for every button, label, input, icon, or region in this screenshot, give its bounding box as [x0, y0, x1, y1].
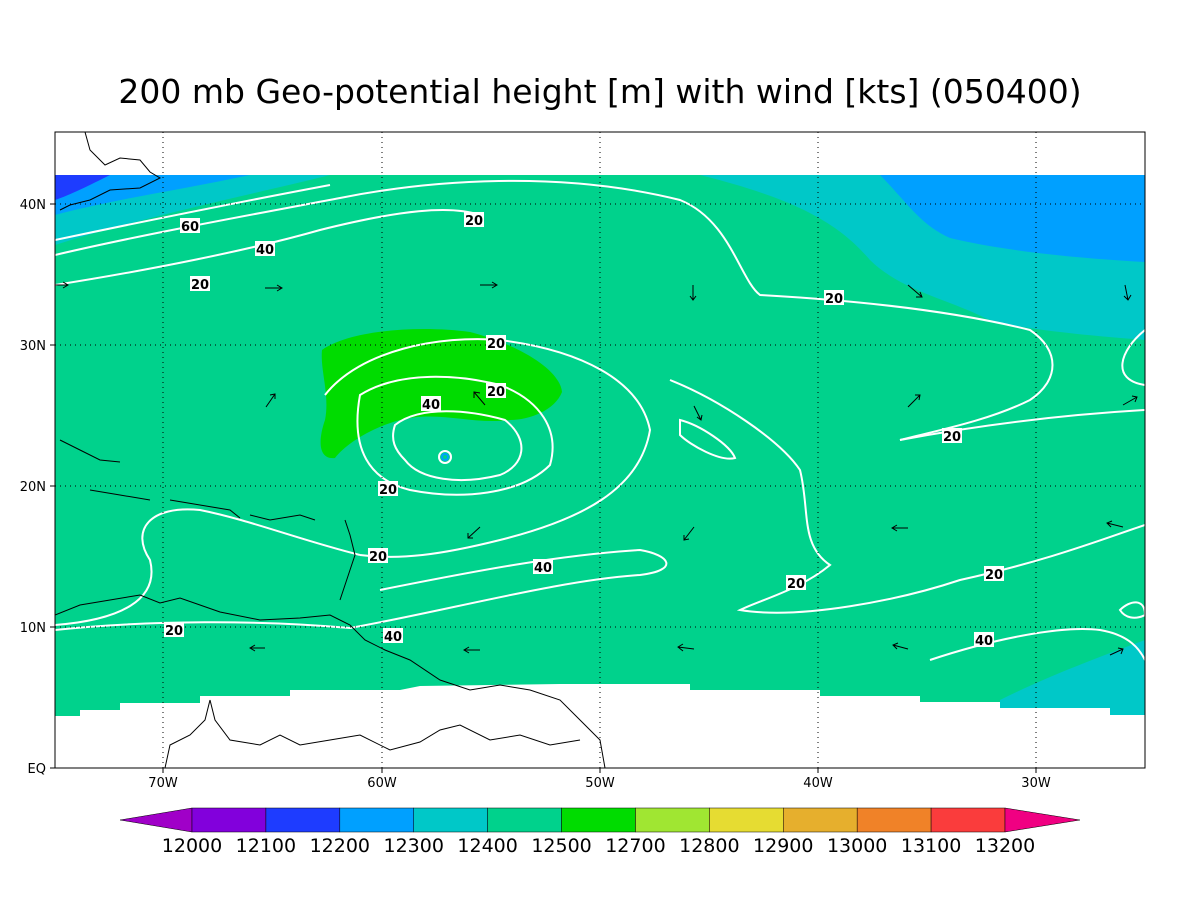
contour-label-box: [368, 548, 388, 563]
x-tick-label: 60W: [367, 776, 397, 791]
contour-label-box: [486, 383, 506, 398]
colorbar-segment: [413, 807, 488, 833]
contour-label: 40: [384, 630, 402, 645]
height-fill: [320, 329, 562, 459]
colorbar-label: 12300: [384, 835, 444, 857]
colorbar-segment: [783, 807, 858, 833]
contour-label-box: [190, 276, 210, 291]
contour-label: 20: [165, 624, 183, 639]
x-tick-label: 50W: [585, 776, 615, 791]
wind-arrows: [55, 281, 1138, 656]
colorbar-segment: [1004, 807, 1081, 833]
y-tick-label: 10N: [20, 621, 46, 636]
contour-label: 20: [487, 385, 505, 400]
colorbar-label: 12400: [457, 835, 517, 857]
colorbar-segment: [119, 807, 193, 833]
x-tick-label: 40W: [803, 776, 833, 791]
y-tick-label: 30N: [20, 339, 46, 354]
map-area: 60 40 20 20 20 20 20 40 20 20 20 40 20 20 20 40 40: [55, 132, 1145, 768]
contour-label: 20: [191, 278, 209, 293]
contour-label-box: [984, 566, 1004, 581]
height-fill: [55, 175, 1145, 716]
contour-label-box: [255, 241, 275, 256]
contour-label-box: [378, 481, 398, 496]
contour-label: 20: [787, 577, 805, 592]
colorbar-segment: [487, 807, 562, 833]
grid: [55, 132, 1145, 768]
contour-label: 20: [985, 568, 1003, 583]
x-tick-label: 70W: [148, 776, 178, 791]
contour-label: 20: [943, 430, 961, 445]
contour-label: 40: [975, 634, 993, 649]
contour-label-box: [824, 290, 844, 305]
colorbar-segment: [339, 807, 414, 833]
contour-label-box: [974, 632, 994, 647]
colorbar-segment: [709, 807, 784, 833]
colorbar-segment: [930, 807, 1006, 833]
contours: [55, 179, 1145, 661]
contour-label-box: [786, 575, 806, 590]
contour-label-box: [486, 335, 506, 350]
x-tick-label: 30W: [1021, 776, 1051, 791]
axes: 70W 60W 50W 40W 30W 40N 30N 20N 10N EQ: [20, 198, 1051, 791]
contour-label-box: [533, 559, 553, 574]
colorbar-segment: [561, 807, 636, 833]
contour-label: 20: [379, 483, 397, 498]
contour-label: 40: [422, 398, 440, 413]
contour-label-box: [421, 396, 441, 411]
contour-label: 20: [487, 337, 505, 352]
y-tick-label: EQ: [28, 762, 46, 777]
contour-label: 40: [256, 243, 274, 258]
colorbar-label: 12900: [753, 835, 813, 857]
contour-label: 60: [181, 220, 199, 235]
contour-label: 20: [465, 214, 483, 229]
contour-label-box: [164, 622, 184, 637]
colorbar-label: 12800: [679, 835, 739, 857]
colorbar-label: 13100: [901, 835, 961, 857]
contour-label-box: [383, 628, 403, 643]
colorbar-label: 12500: [531, 835, 591, 857]
contour-label-box: [942, 428, 962, 443]
y-tick-label: 40N: [20, 198, 46, 213]
colorbar-label: 12000: [162, 835, 222, 857]
y-tick-label: 20N: [20, 480, 46, 495]
colorbar-segment: [635, 807, 710, 833]
colorbar-label: 12700: [605, 835, 665, 857]
colorbar-segment: [856, 807, 932, 833]
title: 200 mb Geo-potential height [m] with win…: [118, 72, 1081, 111]
height-fill: [55, 175, 110, 200]
colorbar-segment: [265, 807, 341, 833]
colorbar-label: 13000: [827, 835, 887, 857]
colorbar-segment: [191, 807, 267, 833]
height-fill: [55, 175, 250, 215]
colorbar-label: 12200: [310, 835, 370, 857]
contour-label-box: [464, 212, 484, 227]
colorbar-label: 13200: [975, 835, 1035, 857]
coastlines: [55, 132, 606, 768]
contour-labels: 60 40 20 20 20 20 20 40 20 20 20 40 20 20 20 40 40: [164, 212, 1004, 649]
colorbar-label: 12100: [236, 835, 296, 857]
height-fill: [880, 175, 1145, 262]
contour-label: 20: [369, 550, 387, 565]
contour-label: 40: [534, 561, 552, 576]
contour-label: 20: [825, 292, 843, 307]
height-fill: [1000, 640, 1145, 715]
contour-label-box: [180, 218, 200, 233]
colorbar: 12000 12100 12200 12300 12400 12500 12700 12800…: [119, 807, 1081, 857]
